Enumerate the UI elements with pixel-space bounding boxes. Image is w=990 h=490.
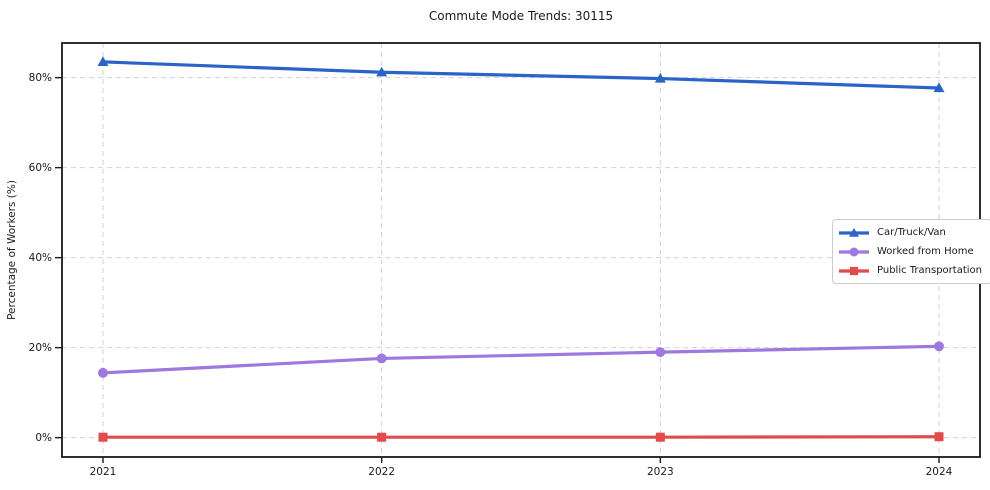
y-tick-label: 80% <box>29 72 52 84</box>
legend-item: Public Transportation <box>838 263 982 278</box>
legend-label: Worked from Home <box>877 246 974 257</box>
legend-item: Worked from Home <box>838 244 982 259</box>
legend-label: Public Transportation <box>877 265 982 276</box>
data-point-marker <box>98 367 108 378</box>
data-point-marker <box>934 432 944 442</box>
x-tick-label: 2022 <box>368 466 395 478</box>
data-point-marker <box>97 56 109 67</box>
chart-title: Commute Mode Trends: 30115 <box>428 9 614 23</box>
legend: Car/Truck/Van Worked from Home Public Tran… <box>832 219 990 284</box>
x-tick-label: 2024 <box>926 466 953 478</box>
y-tick-label: 40% <box>29 252 52 264</box>
data-point-marker <box>933 82 945 93</box>
legend-item: Car/Truck/Van <box>838 225 982 240</box>
data-point-marker <box>98 432 108 442</box>
y-tick-label: 0% <box>35 432 52 444</box>
series-line <box>101 60 941 90</box>
legend-swatch-square-icon <box>839 266 869 275</box>
x-tick-label: 2021 <box>90 466 117 478</box>
x-tick-label: 2023 <box>647 466 674 478</box>
data-point-marker <box>377 432 387 442</box>
data-point-marker <box>376 66 388 77</box>
series-line <box>101 344 941 375</box>
y-tick-label: 20% <box>29 342 52 354</box>
data-point-marker <box>934 341 944 352</box>
data-point-marker <box>654 73 666 83</box>
y-axis-label: Percentage of Workers (%) <box>6 180 18 320</box>
y-tick-label: 60% <box>29 162 52 174</box>
data-point-marker <box>376 353 387 364</box>
data-point-marker <box>849 227 859 237</box>
series-worked-from-home <box>98 341 944 378</box>
series-car-truck-van <box>97 56 945 93</box>
legend-swatch-triangle-icon <box>839 227 869 237</box>
data-point-marker <box>655 432 665 442</box>
legend-label: Car/Truck/Van <box>877 227 946 238</box>
data-point-marker <box>849 247 859 256</box>
data-point-marker <box>849 266 859 275</box>
legend-swatch-circle-icon <box>839 247 869 256</box>
series-public-transportation <box>98 432 944 442</box>
data-point-marker <box>655 347 666 358</box>
